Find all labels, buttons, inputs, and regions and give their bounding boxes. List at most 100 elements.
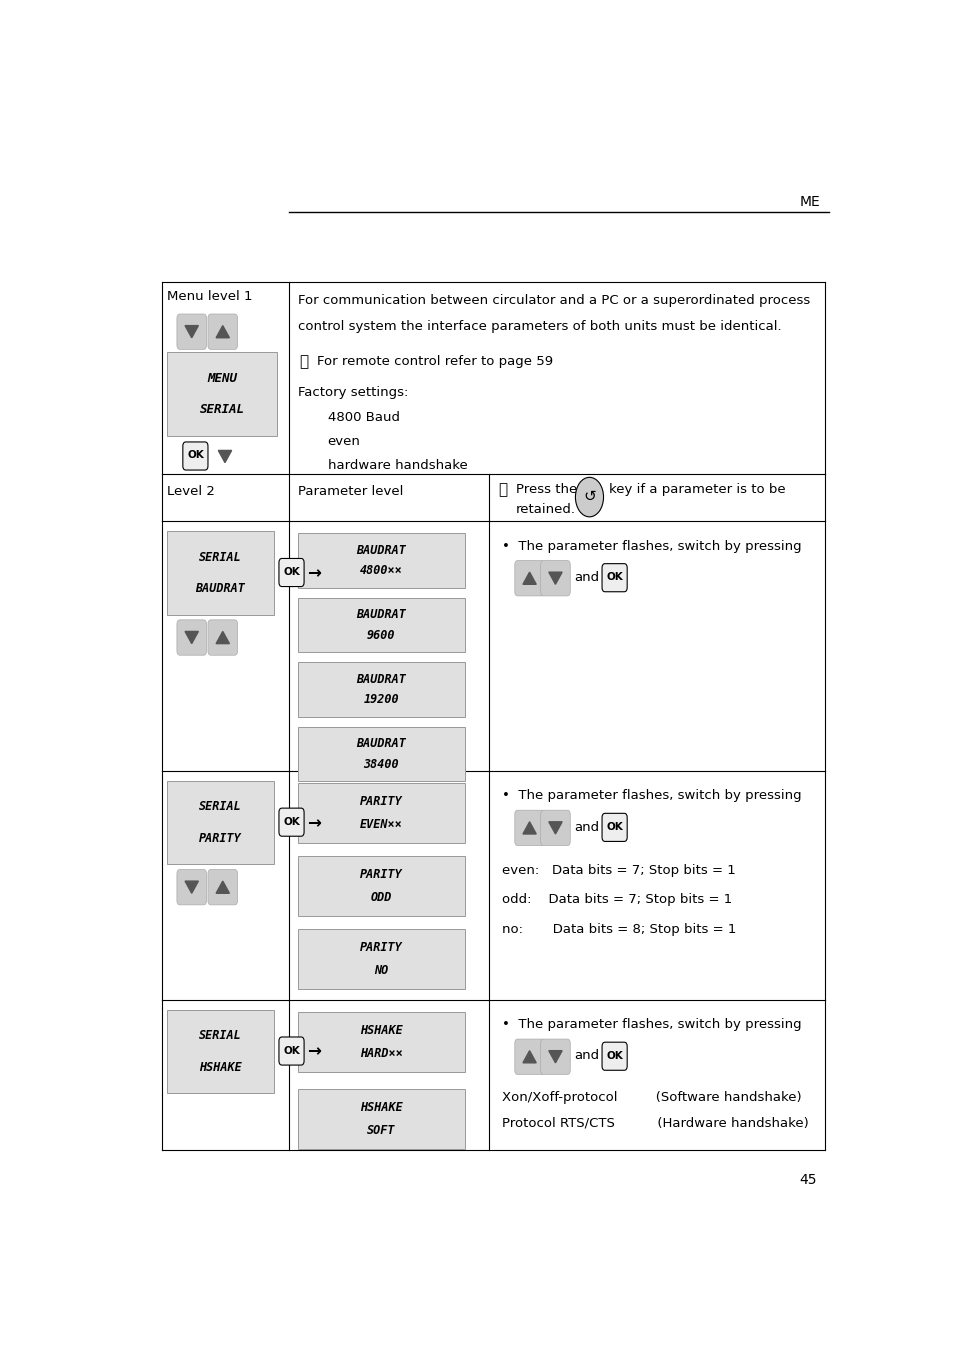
Text: PARITY: PARITY: [198, 832, 241, 844]
Text: BAUDRAT: BAUDRAT: [356, 673, 406, 686]
Polygon shape: [522, 1051, 536, 1063]
FancyBboxPatch shape: [298, 928, 464, 989]
Text: and: and: [574, 820, 598, 834]
FancyBboxPatch shape: [298, 662, 464, 716]
Polygon shape: [548, 821, 561, 834]
Text: HARD××: HARD××: [359, 1047, 402, 1061]
FancyBboxPatch shape: [176, 620, 206, 655]
Text: 38400: 38400: [363, 758, 398, 771]
Text: For remote control refer to page 59: For remote control refer to page 59: [317, 354, 553, 367]
Text: ODD: ODD: [371, 892, 392, 904]
Text: SOFT: SOFT: [367, 1124, 395, 1138]
FancyBboxPatch shape: [515, 811, 544, 846]
Text: NO: NO: [374, 963, 388, 977]
Text: SERIAL: SERIAL: [198, 551, 241, 563]
Text: 4800××: 4800××: [359, 565, 402, 577]
FancyBboxPatch shape: [298, 598, 464, 653]
FancyBboxPatch shape: [601, 563, 626, 592]
FancyBboxPatch shape: [540, 811, 570, 846]
Text: •  The parameter flashes, switch by pressing: • The parameter flashes, switch by press…: [501, 1019, 801, 1031]
Text: Parameter level: Parameter level: [298, 485, 403, 497]
Polygon shape: [216, 881, 229, 893]
Text: Xon/Xoff-protocol         (Software handshake): Xon/Xoff-protocol (Software handshake): [501, 1092, 801, 1104]
Polygon shape: [185, 326, 198, 338]
Text: OK: OK: [283, 567, 299, 577]
Text: Level 2: Level 2: [167, 485, 214, 497]
Text: 45: 45: [799, 1173, 816, 1188]
FancyBboxPatch shape: [540, 1039, 570, 1074]
Text: SERIAL: SERIAL: [199, 404, 244, 416]
Polygon shape: [218, 450, 232, 462]
FancyBboxPatch shape: [278, 558, 304, 586]
Text: For communication between circulator and a PC or a superordinated process: For communication between circulator and…: [298, 295, 809, 307]
FancyBboxPatch shape: [298, 534, 464, 588]
Text: HSHAKE: HSHAKE: [359, 1101, 402, 1115]
FancyBboxPatch shape: [601, 813, 626, 842]
Polygon shape: [522, 571, 536, 585]
FancyBboxPatch shape: [298, 784, 464, 843]
FancyBboxPatch shape: [167, 353, 277, 436]
Text: control system the interface parameters of both units must be identical.: control system the interface parameters …: [298, 320, 781, 334]
FancyBboxPatch shape: [278, 808, 304, 836]
Text: no:       Data bits = 8; Stop bits = 1: no: Data bits = 8; Stop bits = 1: [501, 923, 736, 935]
Polygon shape: [548, 1051, 561, 1063]
Text: Menu level 1: Menu level 1: [167, 290, 252, 303]
Text: →: →: [307, 1043, 320, 1061]
FancyBboxPatch shape: [208, 620, 237, 655]
Text: EVEN××: EVEN××: [359, 819, 402, 831]
Text: BAUDRAT: BAUDRAT: [356, 543, 406, 557]
Text: hardware handshake: hardware handshake: [328, 458, 467, 471]
Circle shape: [575, 477, 603, 517]
FancyBboxPatch shape: [298, 727, 464, 781]
Text: OK: OK: [605, 1051, 622, 1061]
Text: OK: OK: [605, 821, 622, 832]
Text: PARITY: PARITY: [359, 869, 402, 881]
FancyBboxPatch shape: [208, 870, 237, 905]
Text: HSHAKE: HSHAKE: [198, 1061, 241, 1074]
FancyBboxPatch shape: [176, 870, 206, 905]
FancyBboxPatch shape: [298, 857, 464, 916]
Text: 9600: 9600: [367, 628, 395, 642]
FancyBboxPatch shape: [298, 1089, 464, 1150]
FancyBboxPatch shape: [183, 442, 208, 470]
Text: •  The parameter flashes, switch by pressing: • The parameter flashes, switch by press…: [501, 789, 801, 802]
Polygon shape: [216, 326, 229, 338]
Text: key if a parameter is to be: key if a parameter is to be: [608, 482, 784, 496]
Text: BAUDRAT: BAUDRAT: [356, 608, 406, 621]
Polygon shape: [522, 821, 536, 834]
Polygon shape: [185, 631, 198, 643]
Polygon shape: [216, 631, 229, 643]
Text: 19200: 19200: [363, 693, 398, 707]
Text: SERIAL: SERIAL: [198, 800, 241, 813]
Text: OK: OK: [605, 573, 622, 582]
Text: OK: OK: [283, 1046, 299, 1055]
Text: BAUDRAT: BAUDRAT: [195, 582, 245, 596]
Polygon shape: [185, 881, 198, 893]
FancyBboxPatch shape: [298, 1012, 464, 1073]
FancyBboxPatch shape: [176, 313, 206, 350]
FancyBboxPatch shape: [167, 1011, 274, 1093]
Text: ↺: ↺: [582, 489, 596, 504]
FancyBboxPatch shape: [167, 531, 274, 615]
Text: and: and: [574, 571, 598, 584]
Text: Factory settings:: Factory settings:: [298, 386, 408, 399]
Text: retained.: retained.: [515, 504, 575, 516]
Text: even: even: [328, 435, 360, 447]
Text: HSHAKE: HSHAKE: [359, 1024, 402, 1038]
FancyBboxPatch shape: [208, 313, 237, 350]
Text: PARITY: PARITY: [359, 942, 402, 954]
Text: MENU: MENU: [207, 372, 236, 385]
Text: OK: OK: [187, 450, 204, 461]
Text: Press the: Press the: [515, 482, 577, 496]
Text: •  The parameter flashes, switch by pressing: • The parameter flashes, switch by press…: [501, 540, 801, 553]
Text: OK: OK: [283, 816, 299, 827]
Text: odd:    Data bits = 7; Stop bits = 1: odd: Data bits = 7; Stop bits = 1: [501, 893, 732, 907]
Text: BAUDRAT: BAUDRAT: [356, 738, 406, 750]
Text: SERIAL: SERIAL: [198, 1029, 241, 1042]
Text: even:   Data bits = 7; Stop bits = 1: even: Data bits = 7; Stop bits = 1: [501, 865, 735, 877]
FancyBboxPatch shape: [540, 561, 570, 596]
Text: 4800 Baud: 4800 Baud: [328, 411, 399, 424]
FancyBboxPatch shape: [515, 1039, 544, 1074]
Text: and: and: [574, 1050, 598, 1062]
FancyBboxPatch shape: [278, 1038, 304, 1065]
